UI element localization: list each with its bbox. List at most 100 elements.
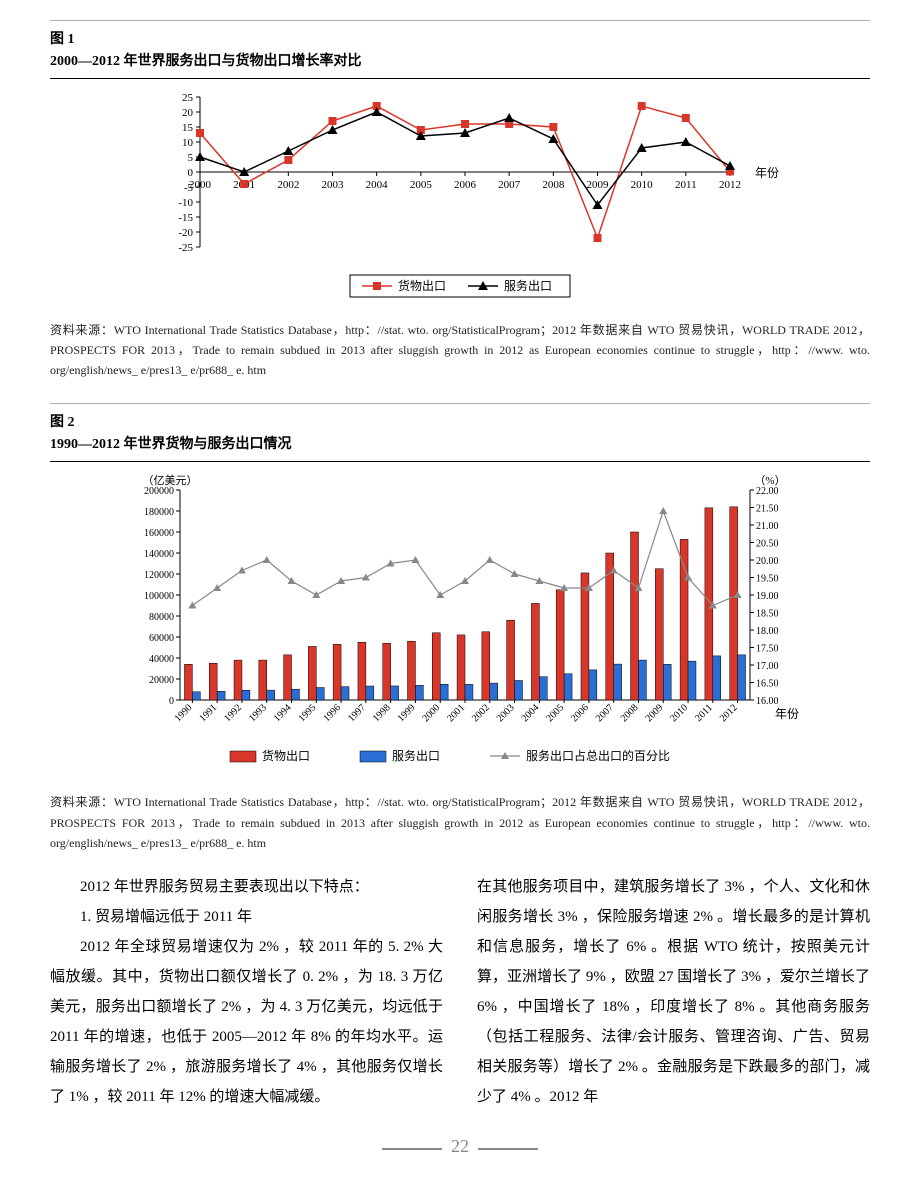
svg-text:40000: 40000 [149,654,174,665]
body-p-3: 2012 年全球贸易增速仅为 2% ，较 2011 年的 5. 2% 大幅放缓。… [50,932,443,1112]
figure-2-divider [50,403,870,404]
svg-text:（亿美元）: （亿美元） [143,474,198,487]
svg-text:1992: 1992 [222,702,244,724]
svg-text:20.50: 20.50 [756,538,779,549]
svg-text:-20: -20 [178,227,193,239]
svg-text:2011: 2011 [675,179,697,191]
svg-text:货物出口: 货物出口 [262,748,310,763]
svg-text:-25: -25 [178,242,193,254]
footer-bar-left [382,1148,442,1150]
svg-text:15: 15 [182,122,194,134]
svg-text:25: 25 [182,92,194,104]
svg-text:16.50: 16.50 [756,678,779,689]
svg-text:2007: 2007 [498,179,520,191]
figure-2: 图 2 1990—2012 年世界货物与服务出口情况 0 20000 40000 60… [50,403,870,854]
svg-text:22.00: 22.00 [756,486,779,497]
svg-text:2000: 2000 [189,179,212,191]
svg-text:-10: -10 [178,197,193,209]
page-number: 22 [445,1136,475,1156]
svg-text:17.50: 17.50 [756,643,779,654]
figure-1: 图 1 2000—2012 年世界服务出口与货物出口增长率对比 -25 -20 -1… [50,29,870,381]
svg-text:1996: 1996 [321,702,343,724]
svg-text:2005: 2005 [544,702,566,724]
svg-text:（%）: （%） [754,474,785,487]
svg-text:2006: 2006 [569,702,591,724]
svg-text:1993: 1993 [247,702,269,724]
svg-text:16.00: 16.00 [756,696,779,707]
top-divider [50,20,870,21]
svg-text:20: 20 [182,107,194,119]
svg-text:21.00: 21.00 [756,521,779,532]
svg-text:10: 10 [182,137,194,149]
svg-text:2010: 2010 [668,702,690,724]
svg-text:2002: 2002 [470,702,492,724]
svg-text:100000: 100000 [144,591,174,602]
svg-text:2009: 2009 [587,179,610,191]
figure-2-source-label: 资料来源： [50,795,114,809]
svg-text:19.00: 19.00 [756,591,779,602]
svg-text:2004: 2004 [366,179,389,191]
svg-text:18.00: 18.00 [756,626,779,637]
page-footer: 22 [50,1132,870,1161]
body-text: 2012 年世界服务贸易主要表现出以下特点： 1. 贸易增幅远低于 2011 年… [50,872,870,1112]
svg-text:2008: 2008 [542,179,565,191]
svg-text:140000: 140000 [144,549,174,560]
body-col-right: 在其他服务项目中，建筑服务增长了 3% ，个人、文化和休闲服务增长 3% ，保险… [477,872,870,1112]
svg-text:服务出口: 服务出口 [504,278,552,293]
svg-text:2003: 2003 [322,179,345,191]
svg-text:0: 0 [188,167,194,179]
figure-2-source-text: WTO International Trade Statistics Datab… [50,795,870,850]
svg-text:2011: 2011 [693,702,715,724]
body-col-left: 2012 年世界服务贸易主要表现出以下特点： 1. 贸易增幅远低于 2011 年… [50,872,443,1112]
svg-text:120000: 120000 [144,570,174,581]
svg-text:2001: 2001 [445,702,467,724]
figure-1-title: 2000—2012 年世界服务出口与货物出口增长率对比 [50,51,870,78]
figure-1-source-label: 资料来源： [50,323,114,337]
figure-1-chart: -25-20-15-10-505101520252000200120022003… [140,87,780,307]
svg-text:1999: 1999 [396,702,418,724]
svg-text:2003: 2003 [495,702,517,724]
svg-text:180000: 180000 [144,507,174,518]
svg-text:5: 5 [188,152,194,164]
svg-text:服务出口: 服务出口 [392,748,440,763]
svg-text:年份: 年份 [775,707,799,721]
svg-text:1990: 1990 [173,702,195,724]
svg-text:2008: 2008 [619,702,641,724]
figure-2-title: 1990—2012 年世界货物与服务出口情况 [50,434,870,461]
svg-text:1994: 1994 [272,702,294,724]
svg-text:21.50: 21.50 [756,503,779,514]
svg-text:2006: 2006 [454,179,477,191]
svg-text:160000: 160000 [144,528,174,539]
figure-1-source: 资料来源：WTO International Trade Statistics … [50,320,870,381]
svg-text:2012: 2012 [719,179,741,191]
svg-text:2009: 2009 [643,702,665,724]
svg-text:17.00: 17.00 [756,661,779,672]
footer-bar-right [478,1148,538,1150]
svg-text:20.00: 20.00 [756,556,779,567]
svg-text:2000: 2000 [420,702,442,724]
svg-text:18.50: 18.50 [756,608,779,619]
svg-text:60000: 60000 [149,633,174,644]
svg-text:0: 0 [169,696,174,707]
svg-text:1998: 1998 [371,702,393,724]
body-p-1: 2012 年世界服务贸易主要表现出以下特点： [50,872,443,902]
svg-text:年份: 年份 [755,166,779,180]
body-p-4: 在其他服务项目中，建筑服务增长了 3% ，个人、文化和休闲服务增长 3% ，保险… [477,872,870,1112]
svg-text:1997: 1997 [346,702,368,724]
svg-text:2004: 2004 [520,702,542,724]
svg-text:1991: 1991 [197,702,219,724]
svg-text:服务出口占总出口的百分比: 服务出口占总出口的百分比 [526,748,670,763]
svg-text:20000: 20000 [149,675,174,686]
figure-2-source: 资料来源：WTO International Trade Statistics … [50,792,870,853]
svg-text:2012: 2012 [718,702,740,724]
svg-text:80000: 80000 [149,612,174,623]
svg-text:1995: 1995 [297,702,319,724]
svg-text:-15: -15 [178,212,193,224]
svg-text:19.50: 19.50 [756,573,779,584]
svg-text:200000: 200000 [144,486,174,497]
svg-text:2007: 2007 [594,702,616,724]
svg-text:2010: 2010 [631,179,654,191]
figure-2-label: 图 2 [50,412,870,434]
figure-1-label: 图 1 [50,29,870,51]
figure-2-chart: 0 20000 40000 60000 80000 100000 120000 140000 1… [110,470,810,780]
